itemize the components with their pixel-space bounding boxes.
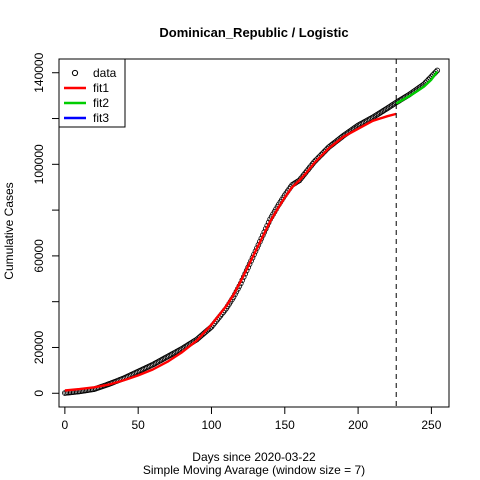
y-tick-label: 60000 (32, 239, 46, 273)
x-tick-label: 0 (62, 418, 69, 432)
plot-frame (58, 58, 450, 408)
series-line-fit1 (64, 112, 397, 392)
data-point (371, 113, 378, 120)
legend-label-fit1: fit1 (93, 81, 109, 95)
plot-area: 0 50 100 150 200 250 0 20000 60000 100000 140000 da… (32, 52, 450, 432)
data-point (299, 173, 306, 180)
data-point (387, 103, 394, 110)
x-tick-label: 250 (421, 418, 441, 432)
data-point (296, 177, 303, 184)
data-point (374, 111, 380, 118)
data-point (372, 112, 379, 119)
legend-label-data: data (93, 66, 117, 80)
legend-marker-data (71, 69, 79, 77)
data-point (383, 106, 389, 112)
series-line-fit2 (395, 70, 439, 105)
data-point (378, 109, 385, 115)
data-point (298, 175, 304, 182)
chart-title: Dominican_Republic / Logistic (159, 25, 348, 40)
legend-label-fit3: fit3 (93, 111, 109, 125)
data-point (375, 110, 382, 117)
y-tick-label: 100000 (32, 144, 46, 184)
data-point (390, 101, 397, 108)
data-point (389, 102, 395, 109)
x-tick-label: 200 (348, 418, 368, 432)
data-point (380, 108, 386, 114)
x-tick-label: 100 (201, 418, 221, 432)
data-point (384, 105, 391, 112)
y-axis-label: Cumulative Cases (2, 182, 16, 279)
x-tick-label: 50 (131, 418, 145, 432)
data-point (386, 104, 392, 111)
data-point (377, 110, 383, 116)
y-tick-label: 0 (32, 390, 46, 397)
legend (58, 58, 126, 128)
x-axis-sublabel: Simple Moving Avarage (window size = 7) (143, 463, 365, 477)
x-tick-label: 150 (275, 418, 295, 432)
y-tick-label: 20000 (32, 330, 46, 364)
x-axis-label: Days since 2020-03-22 (192, 450, 316, 464)
y-tick-label: 140000 (32, 52, 46, 92)
legend-label-fit2: fit2 (93, 96, 109, 110)
data-point (381, 107, 388, 113)
